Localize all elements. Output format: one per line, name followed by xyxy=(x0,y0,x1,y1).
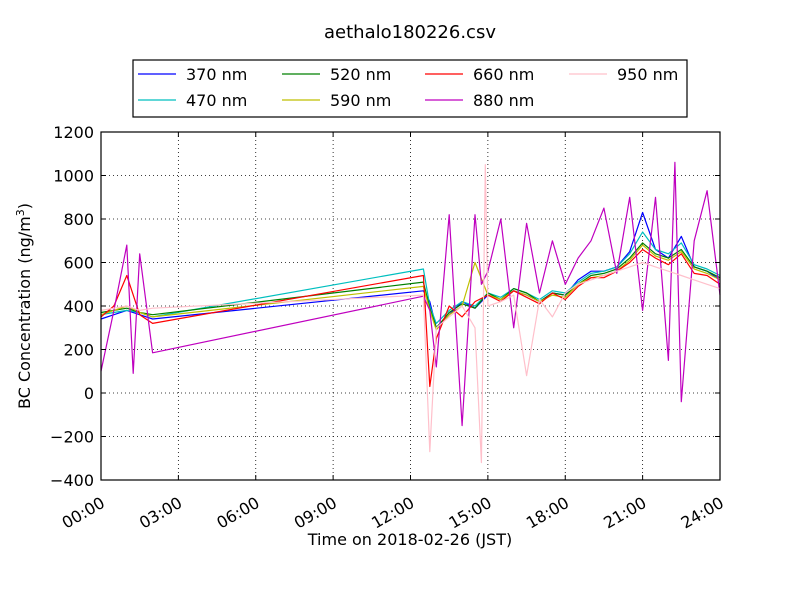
series-line-470-nm xyxy=(100,231,721,324)
y-axis-label-superscript: 3 xyxy=(14,209,27,216)
legend-label: 590 nm xyxy=(330,91,391,110)
series-line-660-nm xyxy=(100,248,721,388)
y-axis-label-main: BC Concentration (ng/m xyxy=(15,216,34,409)
legend-label: 950 nm xyxy=(617,65,678,84)
y-tick-label: 600 xyxy=(63,254,94,273)
y-tick-label: 1000 xyxy=(53,167,94,186)
plot-series xyxy=(100,161,721,464)
y-tick-labels: −400 −200 0 200 400 600 800 1000 1200 xyxy=(50,123,94,490)
y-tick-label: 800 xyxy=(63,210,94,229)
legend-label: 470 nm xyxy=(186,91,247,110)
legend-label: 520 nm xyxy=(330,65,391,84)
legend: 370 nm 470 nm 520 nm 590 nm 660 nm 880 nm 950 … xyxy=(132,59,688,118)
y-tick-label: −200 xyxy=(50,428,94,447)
legend-label: 660 nm xyxy=(473,65,534,84)
ticks xyxy=(100,131,721,481)
legend-label: 370 nm xyxy=(186,65,247,84)
y-tick-label: −400 xyxy=(50,471,94,490)
y-axis-label-close: ) xyxy=(15,203,34,209)
legend-label: 880 nm xyxy=(473,91,534,110)
series-line-880-nm xyxy=(100,161,721,427)
y-tick-label: 0 xyxy=(84,384,94,403)
series-line-590-nm xyxy=(100,244,721,331)
y-axis-label: BC Concentration (ng/m3) xyxy=(14,203,34,409)
chart-title: aethalo180226.csv xyxy=(324,22,496,43)
series-line-950-nm xyxy=(100,164,721,464)
legend-box xyxy=(132,59,688,118)
y-tick-label: 400 xyxy=(63,297,94,316)
y-tick-label: 200 xyxy=(63,341,94,360)
y-tick-label: 1200 xyxy=(53,123,94,142)
x-axis-label: Time on 2018-02-26 (JST) xyxy=(307,530,512,549)
series-line-520-nm xyxy=(100,242,721,329)
